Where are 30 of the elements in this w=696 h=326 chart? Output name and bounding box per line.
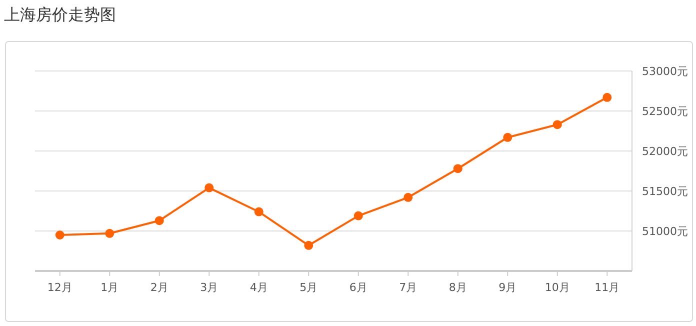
x-tick-label: 7月: [399, 281, 418, 294]
point: [354, 211, 363, 220]
x-tick-label: 2月: [150, 281, 168, 294]
x-tick-label: 12月: [47, 281, 72, 294]
chart-title: 上海房价走势图: [4, 5, 116, 24]
point: [404, 192, 413, 202]
point: [602, 92, 612, 102]
x-tick-label: 10月: [544, 281, 570, 294]
x-tick-label: 5月: [300, 281, 318, 294]
point: [254, 207, 264, 216]
x-tick-label: 8月: [448, 281, 467, 294]
point: [204, 183, 214, 192]
x-tick-label: 9月: [498, 281, 517, 294]
y-tick-label: 52500元: [642, 105, 688, 118]
point: [552, 120, 562, 130]
x-tick-label: 4月: [250, 281, 268, 294]
x-tick-label: 3月: [200, 281, 218, 294]
point: [503, 132, 512, 142]
point: [105, 228, 114, 238]
point: [154, 216, 164, 226]
x-tick-label: 1月: [100, 281, 119, 294]
y-tick-label: 51500元: [642, 185, 688, 198]
point: [304, 240, 314, 250]
x-tick-label: 11月: [594, 281, 620, 294]
y-tick-label: 53000元: [642, 65, 688, 78]
point: [55, 230, 64, 240]
point: [453, 164, 462, 174]
x-tick-label: 6月: [349, 281, 368, 294]
y-tick-label: 52000元: [642, 145, 688, 158]
y-tick-label: 51000元: [642, 225, 688, 238]
